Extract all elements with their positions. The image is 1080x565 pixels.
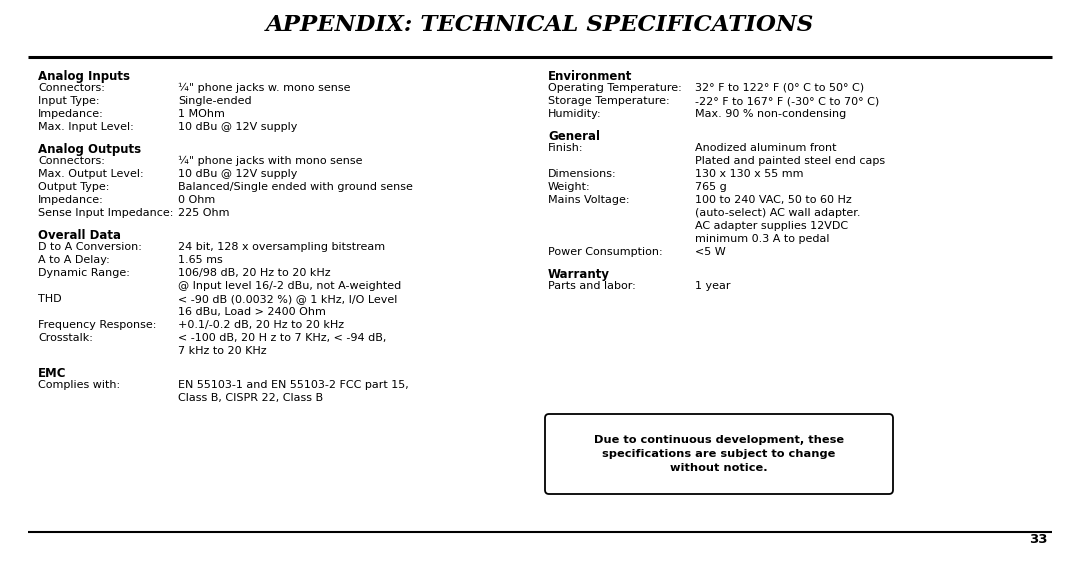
Text: (auto-select) AC wall adapter.: (auto-select) AC wall adapter.: [696, 208, 861, 218]
Text: General: General: [548, 130, 600, 143]
Text: Due to continuous development, these
specifications are subject to change
withou: Due to continuous development, these spe…: [594, 434, 845, 473]
Text: Finish:: Finish:: [548, 143, 583, 153]
Text: Single-ended: Single-ended: [178, 96, 252, 106]
Text: 225 Ohm: 225 Ohm: [178, 208, 229, 218]
Text: Max. 90 % non-condensing: Max. 90 % non-condensing: [696, 109, 847, 119]
Text: 1.65 ms: 1.65 ms: [178, 255, 222, 265]
Text: EN 55103-1 and EN 55103-2 FCC part 15,: EN 55103-1 and EN 55103-2 FCC part 15,: [178, 380, 408, 390]
Text: Output Type:: Output Type:: [38, 182, 109, 192]
Text: Parts and labor:: Parts and labor:: [548, 281, 636, 291]
Text: Max. Input Level:: Max. Input Level:: [38, 122, 134, 132]
Text: 1 year: 1 year: [696, 281, 730, 291]
Text: Class B, CISPR 22, Class B: Class B, CISPR 22, Class B: [178, 393, 323, 403]
Text: EMC: EMC: [38, 367, 67, 380]
Text: Analog Outputs: Analog Outputs: [38, 143, 141, 156]
Text: AC adapter supplies 12VDC: AC adapter supplies 12VDC: [696, 221, 848, 231]
Text: 130 x 130 x 55 mm: 130 x 130 x 55 mm: [696, 169, 804, 179]
Text: THD: THD: [38, 294, 62, 304]
Text: <5 W: <5 W: [696, 247, 726, 257]
Text: Weight:: Weight:: [548, 182, 591, 192]
Text: Impedance:: Impedance:: [38, 109, 104, 119]
Text: Sense Input Impedance:: Sense Input Impedance:: [38, 208, 174, 218]
Text: 765 g: 765 g: [696, 182, 727, 192]
Text: 106/98 dB, 20 Hz to 20 kHz: 106/98 dB, 20 Hz to 20 kHz: [178, 268, 330, 278]
Text: 100 to 240 VAC, 50 to 60 Hz: 100 to 240 VAC, 50 to 60 Hz: [696, 195, 852, 205]
Text: 1 MOhm: 1 MOhm: [178, 109, 225, 119]
Text: Operating Temperature:: Operating Temperature:: [548, 83, 681, 93]
Text: @ Input level 16/-2 dBu, not A-weighted: @ Input level 16/-2 dBu, not A-weighted: [178, 281, 402, 291]
Text: A to A Delay:: A to A Delay:: [38, 255, 110, 265]
Text: ¼" phone jacks w. mono sense: ¼" phone jacks w. mono sense: [178, 83, 351, 93]
Text: Humidity:: Humidity:: [548, 109, 602, 119]
Text: Anodized aluminum front: Anodized aluminum front: [696, 143, 837, 153]
Text: Crosstalk:: Crosstalk:: [38, 333, 93, 343]
Text: Frequency Response:: Frequency Response:: [38, 320, 157, 330]
Text: Balanced/Single ended with ground sense: Balanced/Single ended with ground sense: [178, 182, 413, 192]
Text: +0.1/-0.2 dB, 20 Hz to 20 kHz: +0.1/-0.2 dB, 20 Hz to 20 kHz: [178, 320, 345, 330]
Text: Mains Voltage:: Mains Voltage:: [548, 195, 630, 205]
Text: Dimensions:: Dimensions:: [548, 169, 617, 179]
Text: APPENDIX: TECHNICAL SPECIFICATIONS: APPENDIX: TECHNICAL SPECIFICATIONS: [266, 14, 814, 36]
Text: Analog Inputs: Analog Inputs: [38, 70, 130, 83]
Text: 32° F to 122° F (0° C to 50° C): 32° F to 122° F (0° C to 50° C): [696, 83, 864, 93]
Text: Power Consumption:: Power Consumption:: [548, 247, 663, 257]
Text: 16 dBu, Load > 2400 Ohm: 16 dBu, Load > 2400 Ohm: [178, 307, 326, 317]
Text: 0 Ohm: 0 Ohm: [178, 195, 215, 205]
FancyBboxPatch shape: [545, 414, 893, 494]
Text: 33: 33: [1029, 533, 1048, 546]
Text: Environment: Environment: [548, 70, 633, 83]
Text: 7 kHz to 20 KHz: 7 kHz to 20 KHz: [178, 346, 267, 356]
Text: Dynamic Range:: Dynamic Range:: [38, 268, 130, 278]
Text: Complies with:: Complies with:: [38, 380, 120, 390]
Text: Input Type:: Input Type:: [38, 96, 99, 106]
Text: D to A Conversion:: D to A Conversion:: [38, 242, 141, 252]
Text: Warranty: Warranty: [548, 268, 610, 281]
Text: Impedance:: Impedance:: [38, 195, 104, 205]
Text: ¼" phone jacks with mono sense: ¼" phone jacks with mono sense: [178, 156, 363, 166]
Text: 10 dBu @ 12V supply: 10 dBu @ 12V supply: [178, 169, 297, 179]
Text: minimum 0.3 A to pedal: minimum 0.3 A to pedal: [696, 234, 829, 244]
Text: Overall Data: Overall Data: [38, 229, 121, 242]
Text: Max. Output Level:: Max. Output Level:: [38, 169, 144, 179]
Text: 10 dBu @ 12V supply: 10 dBu @ 12V supply: [178, 122, 297, 132]
Text: Storage Temperature:: Storage Temperature:: [548, 96, 670, 106]
Text: Connectors:: Connectors:: [38, 156, 105, 166]
Text: 24 bit, 128 x oversampling bitstream: 24 bit, 128 x oversampling bitstream: [178, 242, 386, 252]
Text: < -90 dB (0.0032 %) @ 1 kHz, I/O Level: < -90 dB (0.0032 %) @ 1 kHz, I/O Level: [178, 294, 397, 304]
Text: Plated and painted steel end caps: Plated and painted steel end caps: [696, 156, 886, 166]
Text: < -100 dB, 20 H z to 7 KHz, < -94 dB,: < -100 dB, 20 H z to 7 KHz, < -94 dB,: [178, 333, 387, 343]
Text: -22° F to 167° F (-30° C to 70° C): -22° F to 167° F (-30° C to 70° C): [696, 96, 879, 106]
Text: Connectors:: Connectors:: [38, 83, 105, 93]
